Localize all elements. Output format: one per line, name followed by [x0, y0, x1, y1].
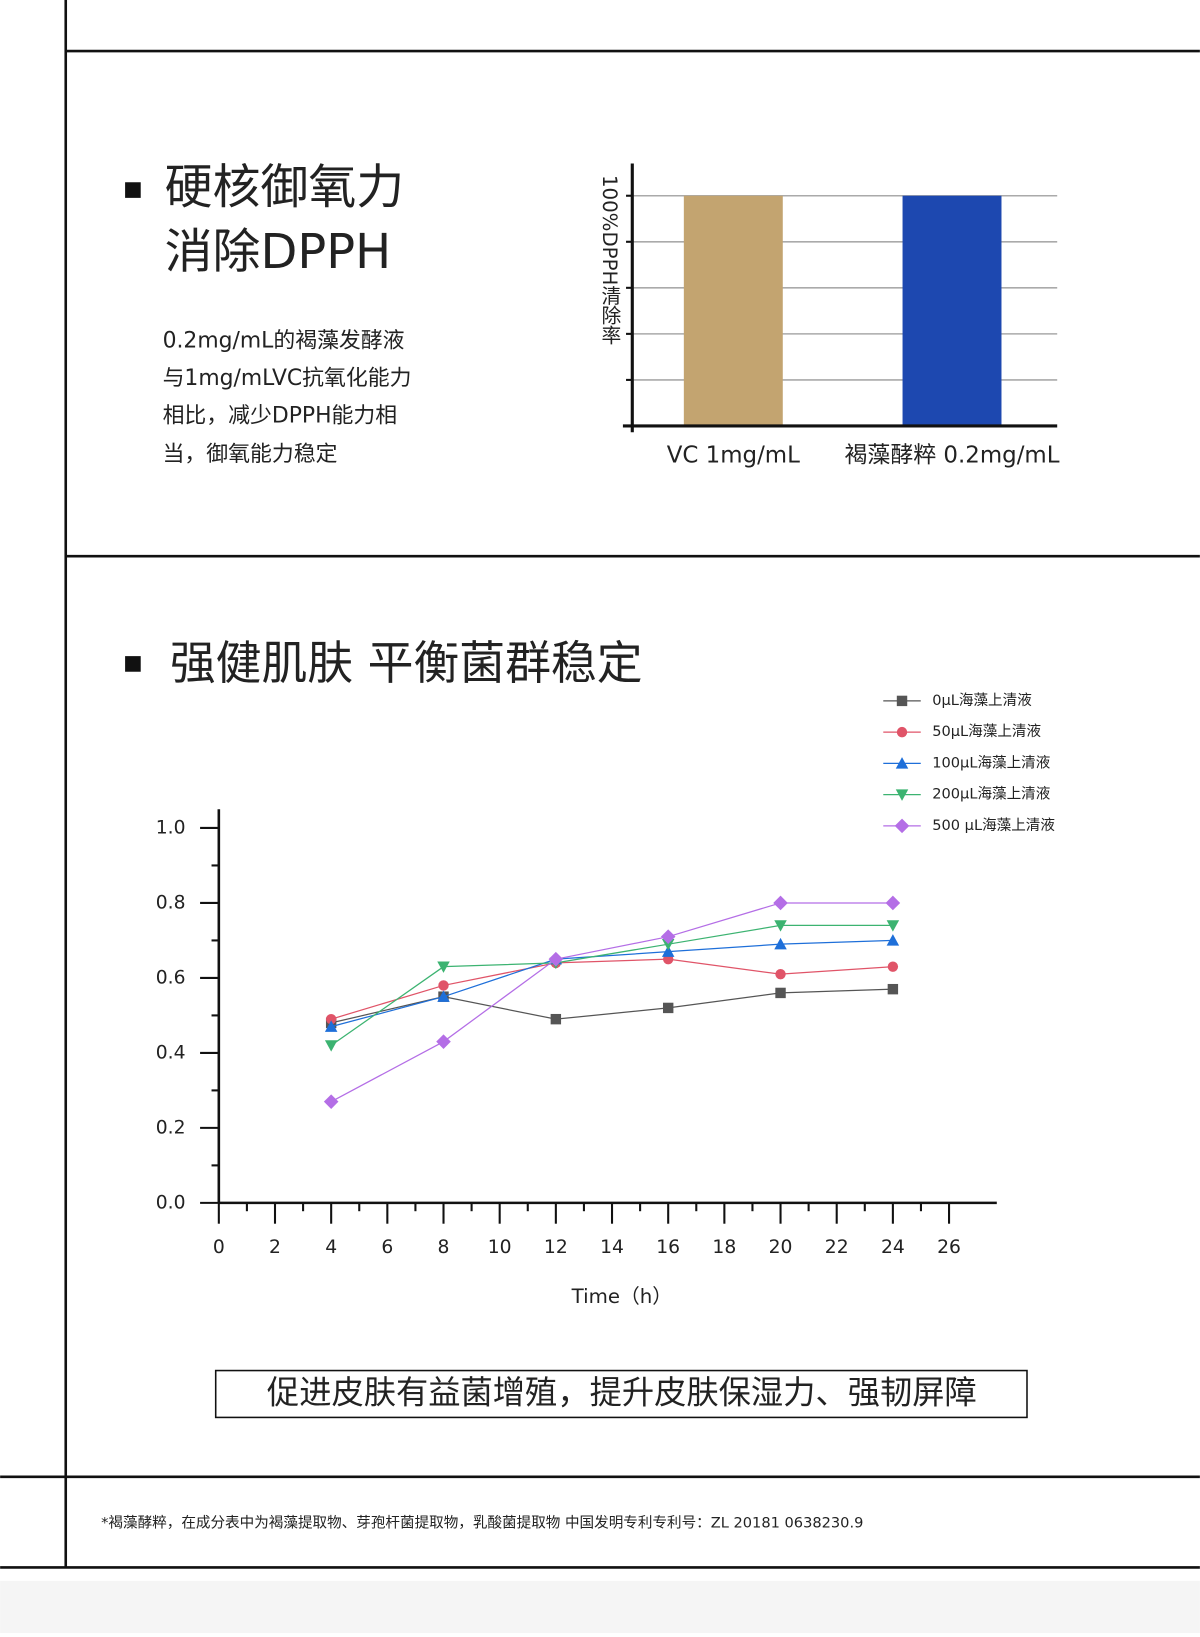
data-point: [774, 920, 787, 932]
x-tick-label: 26: [937, 1237, 961, 1258]
tagline: 促进皮肤有益菌增殖，提升皮肤保湿力、强韧屏障: [267, 1374, 977, 1412]
data-point: [885, 895, 901, 911]
data-point: [887, 983, 899, 995]
legend-label: 500 μL海藻上清液: [932, 817, 1055, 834]
bar: [683, 195, 783, 426]
x-tick-label: 褐藻酵粹 0.2mg/mL: [845, 443, 1060, 469]
x-tick-label: 18: [712, 1237, 736, 1258]
tagline-box: [214, 1369, 1028, 1419]
series-line: [330, 924, 893, 1046]
legend-marker: [896, 695, 908, 707]
footnote: *褐藻酵粹，在成分表中为褐藻提取物、芽孢杆菌提取物，乳酸菌提取物 中国发明专利专…: [101, 1515, 863, 1532]
y-axis-title: 100%DPPH清除率: [598, 175, 621, 345]
legend-label: 0μL海藻上清液: [932, 692, 1032, 709]
legend-label: 50μL海藻上清液: [932, 723, 1041, 740]
data-point: [325, 1013, 337, 1025]
section-title: 强健肌肤 平衡菌群稳定: [170, 636, 643, 690]
y-tick-label: 0.2: [156, 1117, 186, 1138]
data-point: [887, 961, 899, 972]
x-tick-label: 20: [769, 1237, 793, 1258]
frame: [0, 0, 1200, 1569]
data-point: [661, 945, 675, 957]
legend-marker: [895, 789, 909, 801]
description: 相比，减少DPPH能力相: [163, 404, 398, 429]
y-tick-label: 1.0: [156, 817, 186, 838]
x-tick-label: 12: [544, 1237, 568, 1258]
x-tick-label: 24: [881, 1237, 905, 1258]
x-axis-title: Time（h）: [571, 1285, 672, 1308]
legend-label: 100μL海藻上清液: [932, 754, 1051, 771]
data-point: [437, 961, 450, 973]
series-line: [330, 902, 893, 1103]
data-point: [773, 895, 788, 911]
bar: [902, 195, 1002, 426]
x-tick-label: 8: [438, 1237, 450, 1258]
data-point: [886, 934, 900, 946]
y-tick-label: 0.4: [156, 1042, 186, 1063]
data-point: [550, 1013, 562, 1025]
series-line: [331, 939, 893, 1028]
data-point: [438, 980, 449, 991]
data-point: [324, 1040, 338, 1052]
description: 0.2mg/mL的褐藻发酵液: [163, 329, 405, 354]
legend-label: 200μL海藻上清液: [932, 786, 1051, 803]
section-title: 硬核御氧力: [165, 161, 404, 216]
data-point: [436, 1034, 451, 1049]
data-point: [661, 938, 675, 951]
y-tick-label: 0.8: [156, 892, 186, 913]
section-title: 消除DPPH: [165, 225, 391, 280]
x-tick-label: 2: [269, 1237, 281, 1258]
data-point: [662, 1002, 674, 1014]
x-tick-label: VC 1mg/mL: [667, 443, 800, 469]
legend-marker: [895, 757, 909, 769]
bullet: [125, 182, 141, 198]
x-tick-label: 16: [656, 1237, 680, 1258]
data-point: [775, 968, 786, 980]
legend-marker: [894, 818, 910, 834]
data-point: [774, 937, 787, 950]
data-point: [660, 929, 676, 944]
data-point: [548, 951, 564, 967]
x-tick-label: 0: [213, 1237, 225, 1258]
x-tick-label: 22: [825, 1237, 849, 1258]
bullet: [125, 656, 141, 672]
data-point: [324, 1020, 338, 1032]
x-tick-label: 10: [488, 1237, 512, 1258]
series-line: [330, 958, 893, 1020]
data-point: [323, 1094, 339, 1109]
x-tick-label: 14: [600, 1237, 624, 1258]
y-tick-label: 0.6: [156, 967, 186, 988]
data-point: [775, 987, 786, 999]
x-tick-label: 6: [381, 1237, 393, 1258]
legend-marker: [896, 726, 908, 738]
y-tick-label: 0.0: [156, 1192, 186, 1213]
bottom-band: [0, 1580, 1200, 1633]
description: 当，御氧能力稳定: [163, 442, 338, 467]
data-point: [437, 990, 450, 1002]
description: 与1mg/mLVC抗氧化能力: [163, 366, 412, 391]
x-tick-label: 4: [325, 1237, 337, 1258]
data-point: [886, 920, 900, 932]
